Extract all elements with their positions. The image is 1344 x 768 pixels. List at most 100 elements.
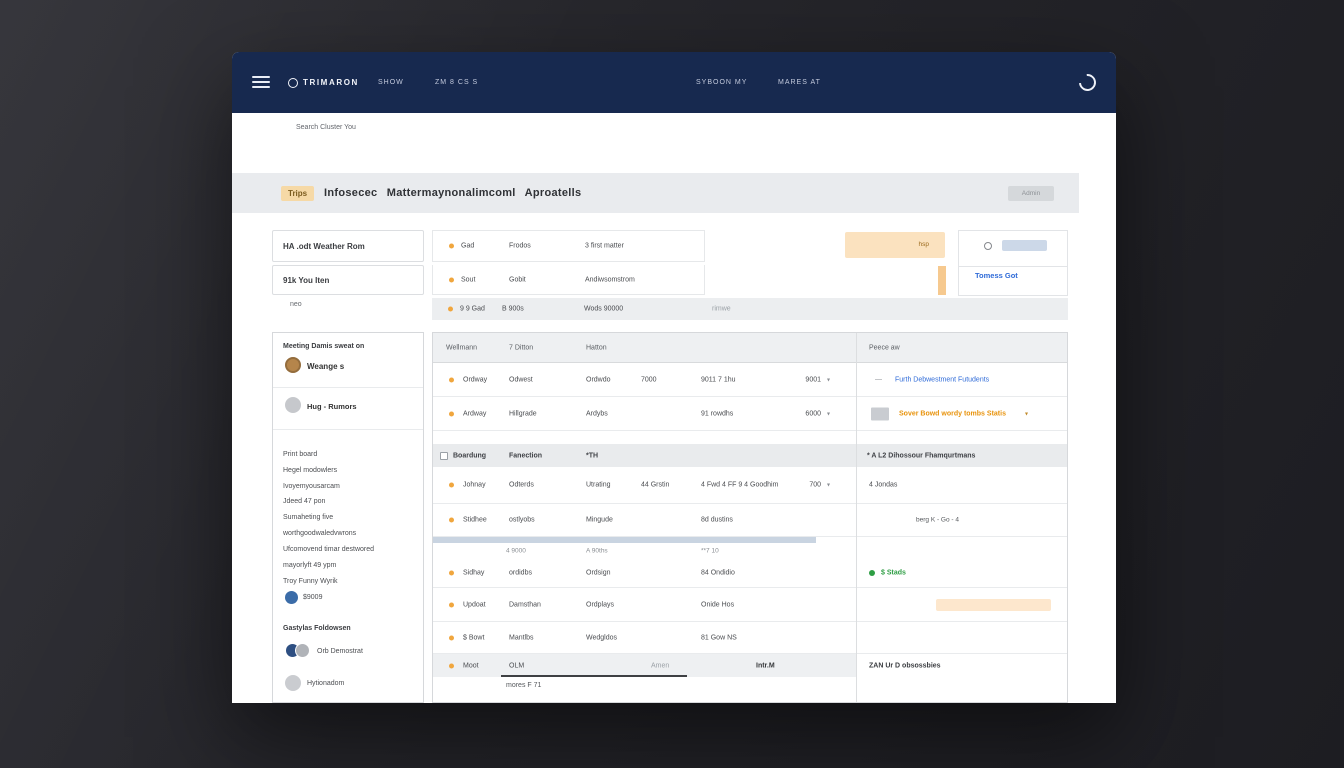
summary-card-1[interactable]: HA .odt Weather Rom — [272, 230, 424, 262]
sidebar-link[interactable]: Ufcomovend timar destwored — [283, 546, 375, 553]
bottom-tab[interactable]: mores F 71 — [506, 682, 542, 689]
cell: 91 rowdhs — [701, 410, 734, 417]
cell: Johnay — [463, 481, 486, 489]
cell: Amen — [651, 662, 670, 669]
chevron-down-icon[interactable]: ▾ — [827, 482, 831, 489]
person-name[interactable]: Orb Demostrat — [317, 648, 363, 655]
cell: Updoat — [463, 601, 486, 608]
status-dot-icon — [448, 306, 453, 312]
band-cell: 9 9 Gad — [460, 305, 485, 313]
cell: Odterds — [509, 481, 534, 489]
table-row[interactable]: Stidhee ostlyobs Mingude 8d dustins berg… — [433, 504, 1067, 537]
cell: OLM — [509, 662, 525, 669]
header-action-button[interactable]: Admin — [1008, 186, 1054, 201]
summary-cell: Andiwsomstrom — [585, 276, 635, 283]
subrow-cell: **7 10 — [701, 547, 719, 555]
sidebar-subheading: Gastylas Foldowsen — [283, 625, 351, 632]
cell: 6000 — [805, 410, 821, 417]
hamburger-menu-icon[interactable] — [252, 76, 270, 89]
summary-cell: Gad — [461, 242, 475, 250]
table-row[interactable]: Updoat Damsthan Ordplays Onide Hos — [433, 588, 1067, 622]
nav-link-mares[interactable]: MARES AT — [778, 79, 821, 86]
active-tab-underline — [501, 675, 687, 677]
chevron-down-icon[interactable]: ▾ — [827, 411, 831, 417]
nav-link-syboon[interactable]: SYBOON MY — [696, 79, 748, 86]
cell: berg K - Go - 4 — [916, 516, 959, 524]
table-row[interactable]: Ardway Hillgrade Ardybs 91 rowdhs 6000 ▾… — [433, 397, 1067, 431]
table-row[interactable]: Sidhay ordidbs Ordsign 84 Ondidio $ Stad… — [433, 559, 1067, 588]
cell: Intr.M — [756, 662, 775, 669]
attachment-thumbnail — [871, 407, 889, 420]
column-header: Wellmann — [446, 344, 477, 351]
cell: Mingude — [586, 516, 613, 524]
sidebar-link[interactable]: Troy Funny Wyrik — [283, 578, 338, 585]
cell: Sidhay — [463, 569, 485, 577]
avatar[interactable] — [285, 591, 298, 604]
section-cell: Boardung — [453, 452, 487, 459]
table-row[interactable]: Ordway Odwest Ordwdo 7000 9011 7 1hu 900… — [433, 363, 1067, 397]
person-name[interactable]: Hytionadom — [307, 680, 345, 687]
summary-row-2[interactable]: Sout Gobit Andiwsomstrom — [432, 265, 705, 295]
cell: 4 Jondas — [869, 481, 898, 489]
chevron-down-icon[interactable]: ▾ — [827, 377, 831, 383]
band-cell: B 900s — [502, 305, 524, 313]
cell: Ardybs — [586, 410, 608, 417]
cell: ostlyobs — [509, 516, 535, 524]
summary-card-2-label: 91k You Iten — [283, 275, 330, 285]
status-dot-icon — [449, 411, 454, 416]
status-positive-icon — [869, 570, 875, 576]
nav-link-show[interactable]: SHOW — [378, 79, 404, 86]
highlight-pill — [936, 599, 1051, 611]
avatar[interactable] — [285, 357, 301, 373]
avatar[interactable] — [285, 397, 301, 413]
person-name[interactable]: Hug - Rumors — [307, 402, 357, 411]
band-cell: rimwe — [712, 305, 731, 313]
cell: Stidhee — [463, 516, 487, 524]
cell: Utrating — [586, 481, 611, 489]
table-row[interactable]: Johnay Odterds Utrating 44 Grstin 4 Fwd … — [433, 467, 1067, 504]
person-name[interactable]: Weange s — [307, 362, 345, 371]
avatar[interactable] — [295, 643, 310, 658]
cell: 81 Gow NS — [701, 634, 737, 641]
panel-divider — [856, 333, 857, 702]
board-icon — [440, 451, 448, 460]
brand-logo-icon — [288, 77, 298, 88]
highlight-tag: hsp — [845, 232, 945, 258]
cell: Ordwdo — [586, 376, 611, 383]
cell: — — [875, 376, 882, 383]
sidebar-link[interactable]: Hegel modowlers — [283, 467, 338, 474]
sidebar-link[interactable]: worthgoodwaledvwrons — [283, 530, 357, 537]
avatar[interactable] — [285, 675, 301, 691]
cell: Odwest — [509, 376, 533, 383]
sidebar-link[interactable]: Ivoyemyousarcam — [283, 483, 340, 490]
sidebar-link[interactable]: Jdeed 47 pon — [283, 498, 326, 505]
subrow-cell: A 90ths — [586, 547, 608, 555]
sidebar-link[interactable]: Sumaheting five — [283, 514, 334, 521]
detail-link[interactable]: Sover Bowd wordy tombs Statis — [899, 410, 1006, 417]
summary-row-1[interactable]: Gad Frodos 3 first matter — [432, 230, 705, 262]
sidebar-link[interactable]: mayorlyft 49 ypm — [283, 562, 337, 569]
cell: 9011 7 1hu — [701, 376, 736, 383]
table-row[interactable]: $ Bowt Mantlbs Wedgldos 81 Gow NS — [433, 622, 1067, 654]
status-dot-icon — [449, 277, 454, 282]
page-title: Infosecec Mattermaynonalimcoml Aproatell… — [324, 187, 582, 199]
status-dot-icon — [449, 635, 454, 640]
footer-band — [433, 654, 856, 677]
detail-link[interactable]: Furth Debwestment Futudents — [895, 376, 990, 383]
radio-icon[interactable] — [984, 242, 992, 250]
cell[interactable]: $ Stads — [881, 569, 906, 577]
subrow-cell: 4 9000 — [506, 547, 526, 555]
progress-bar — [433, 537, 816, 543]
user-avatar-icon[interactable] — [1075, 70, 1100, 95]
summary-card-2[interactable]: 91k You Iten — [272, 265, 424, 295]
chevron-down-icon[interactable]: ▾ — [1025, 411, 1029, 417]
person-name[interactable]: $9009 — [303, 594, 323, 601]
nav-link-zmbcss[interactable]: ZM 8 CS S — [435, 79, 479, 86]
status-dot-icon — [449, 663, 454, 668]
app-window: TRIMARON SHOW ZM 8 CS S SYBOON MY MARES … — [232, 52, 1116, 703]
sidebar-link[interactable]: Print board — [283, 451, 318, 458]
summary-link[interactable]: Tomess Got — [975, 271, 1018, 280]
summary-card-1-label: HA .odt Weather Rom — [283, 241, 365, 251]
table-footer-row[interactable]: Moot OLM Amen Intr.M ZAN Ur D obsossbies — [433, 654, 1067, 677]
brand-logo[interactable]: TRIMARON — [288, 52, 359, 113]
